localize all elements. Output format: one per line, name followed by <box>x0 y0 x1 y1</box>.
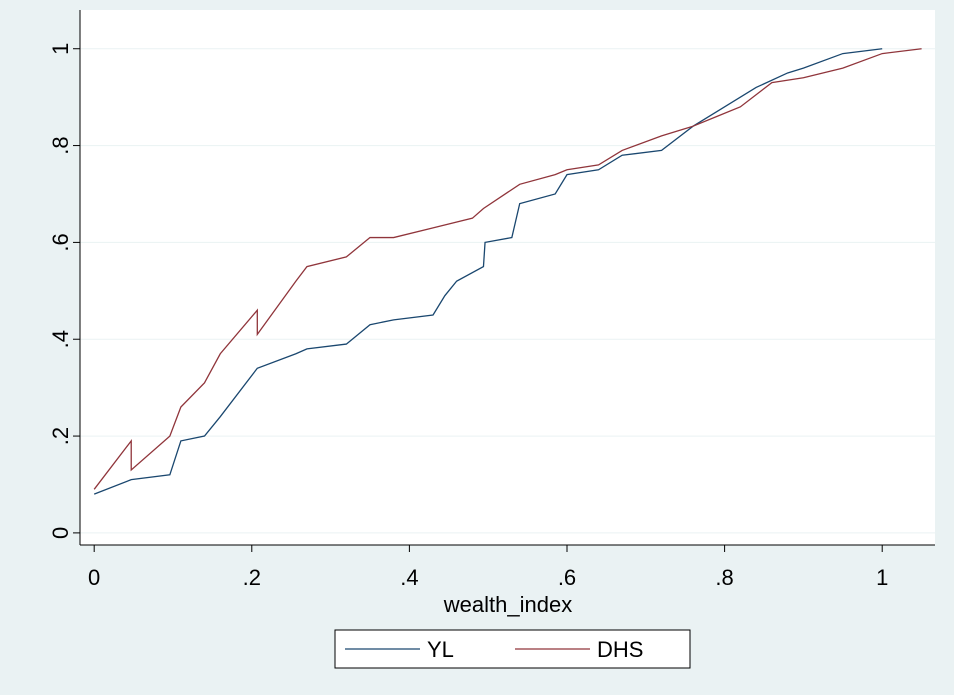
x-tick-label: .2 <box>243 565 261 590</box>
plot-area <box>80 10 935 545</box>
y-tick-label: .8 <box>48 136 73 154</box>
x-tick-label: .4 <box>400 565 418 590</box>
y-tick-label: 0 <box>48 527 73 539</box>
x-tick-label: .6 <box>558 565 576 590</box>
y-tick-label: .2 <box>48 427 73 445</box>
legend-label: DHS <box>597 637 643 662</box>
y-tick-label: .6 <box>48 233 73 251</box>
series-line <box>93 48 883 495</box>
x-tick-label: 0 <box>88 565 100 590</box>
x-tick-label: .8 <box>715 565 733 590</box>
x-axis-label: wealth_index <box>443 592 572 617</box>
series-line <box>93 48 922 490</box>
y-tick-label: 1 <box>48 43 73 55</box>
x-tick-label: 1 <box>876 565 888 590</box>
legend-label: YL <box>427 637 454 662</box>
y-tick-label: .4 <box>48 330 73 348</box>
